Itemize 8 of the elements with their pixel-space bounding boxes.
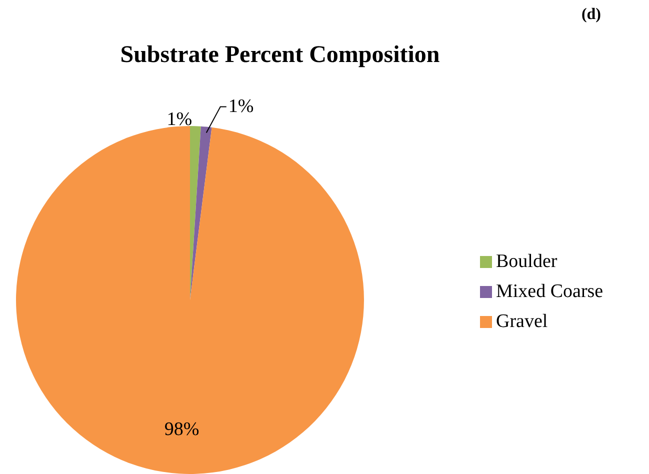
legend-label: Mixed Coarse: [496, 281, 604, 303]
legend-label: Gravel: [496, 311, 548, 333]
chart-title: Substrate Percent Composition: [119, 42, 441, 69]
data-label: 98%: [164, 419, 200, 440]
text: (d): [581, 6, 601, 24]
data-label: 1%: [228, 96, 254, 117]
legend-label: Boulder: [496, 251, 558, 273]
data-label: 1%: [166, 109, 192, 130]
